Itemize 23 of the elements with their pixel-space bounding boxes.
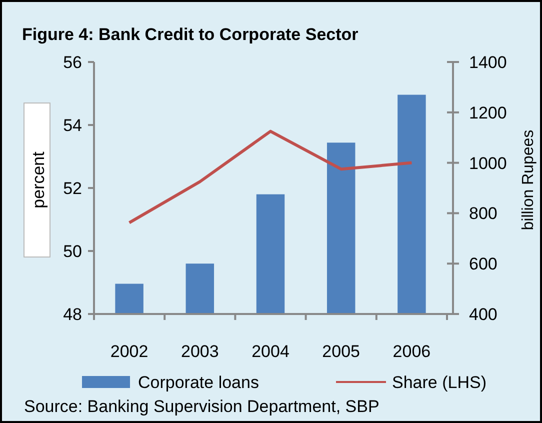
x-tick-label: 2002: [110, 342, 148, 361]
y2-tick-label: 1000: [469, 154, 507, 173]
y2-tick-label: 600: [469, 254, 498, 274]
x-tick-label: 2004: [252, 342, 290, 361]
y-tick-label: 52: [63, 178, 82, 198]
y2-axis-title: billion Rupees: [520, 130, 537, 230]
y2-tick-label: 1400: [469, 52, 507, 72]
chart-title: Figure 4: Bank Credit to Corporate Sector: [22, 25, 359, 44]
x-tick-label: 2003: [180, 342, 219, 361]
y2-tick-label: 400: [469, 304, 498, 324]
y-tick-label: 48: [63, 304, 82, 324]
y-tick-label: 50: [63, 242, 82, 261]
line-series: [128, 130, 414, 224]
legend-label: Share (LHS): [392, 372, 486, 392]
y2-tick-label: 800: [469, 204, 498, 224]
y-axis-title: percent: [29, 151, 48, 208]
legend-label: Corporate loans: [138, 372, 259, 392]
x-tick-label: 2006: [392, 342, 431, 361]
y2-tick-label: 1200: [469, 103, 507, 122]
y-tick-label: 56: [63, 52, 82, 72]
y-tick-label: 54: [63, 116, 82, 135]
source-note: Source: Banking Supervision Department, SBP: [24, 397, 380, 416]
x-tick-label: 2005: [322, 342, 360, 361]
